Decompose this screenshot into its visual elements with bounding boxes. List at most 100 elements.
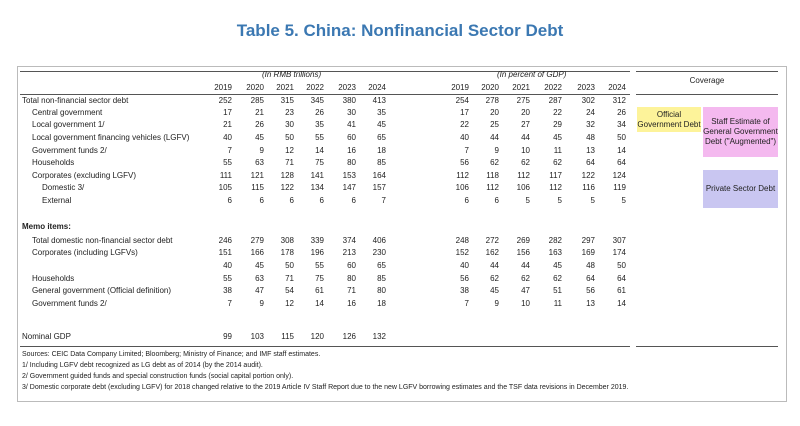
cell-pct: 11 bbox=[553, 146, 562, 155]
cell-pct: 29 bbox=[553, 120, 562, 129]
row-label: Government funds 2/ bbox=[32, 299, 107, 308]
cell-rmb: 85 bbox=[377, 158, 386, 167]
cell-pct: 278 bbox=[485, 96, 499, 105]
cell-pct: 269 bbox=[516, 236, 530, 245]
cell-rmb: 75 bbox=[315, 158, 324, 167]
cell-pct: 275 bbox=[516, 96, 530, 105]
bottom-rule bbox=[20, 346, 630, 347]
cell-rmb: 40 bbox=[223, 133, 232, 142]
cell-pct: 272 bbox=[485, 236, 499, 245]
cell-pct: 163 bbox=[548, 248, 562, 257]
cell-pct: 44 bbox=[490, 133, 499, 142]
title: Table 5. China: Nonfinancial Sector Debt bbox=[236, 21, 564, 40]
cell-rmb: 213 bbox=[342, 248, 356, 257]
cell-rmb: 16 bbox=[347, 146, 356, 155]
cell-pct: 45 bbox=[553, 133, 562, 142]
memo-header: Memo items: bbox=[22, 222, 71, 231]
cell-rmb: 26 bbox=[315, 108, 324, 117]
year-pct: 2020 bbox=[481, 83, 499, 92]
cell-rmb: 17 bbox=[223, 108, 232, 117]
footnote: 2/ Government guided funds and special c… bbox=[22, 373, 294, 380]
row-label: Corporates (including LGFVs) bbox=[32, 248, 138, 257]
cell-rmb: 23 bbox=[285, 108, 294, 117]
cell-rmb: 60 bbox=[347, 133, 356, 142]
cell-rmb: 85 bbox=[377, 274, 386, 283]
cell-rmb: 35 bbox=[315, 120, 324, 129]
cell-rmb: 153 bbox=[342, 171, 356, 180]
cell-pct: 40 bbox=[460, 133, 469, 142]
cell-rmb: 151 bbox=[218, 248, 232, 257]
row-label: General government (Official definition) bbox=[32, 286, 172, 295]
cell-rmb: 14 bbox=[315, 146, 324, 155]
cell-rmb: 6 bbox=[351, 196, 356, 205]
row-label: Total domestic non-financial sector debt bbox=[32, 236, 173, 245]
cell-rmb: 315 bbox=[280, 96, 294, 105]
cell-pct: 62 bbox=[553, 274, 562, 283]
cell-pct: 6 bbox=[494, 196, 499, 205]
cell-rmb: 50 bbox=[285, 133, 294, 142]
cell-rmb: 6 bbox=[319, 196, 324, 205]
cell-rmb: 6 bbox=[259, 196, 264, 205]
cell-rmb: 121 bbox=[250, 171, 264, 180]
year-pct: 2019 bbox=[451, 83, 469, 92]
cell-rmb: 80 bbox=[347, 158, 356, 167]
cell-pct: 106 bbox=[516, 183, 530, 192]
cell-pct: 122 bbox=[581, 171, 595, 180]
cell-rmb: 47 bbox=[255, 286, 264, 295]
cell-rmb: 80 bbox=[377, 286, 386, 295]
cell-pct: 9 bbox=[494, 146, 499, 155]
cell-pct: 297 bbox=[581, 236, 595, 245]
cell-rmb: 7 bbox=[381, 196, 386, 205]
coverage-header-rule bbox=[636, 94, 778, 95]
cell-pct: 20 bbox=[490, 108, 499, 117]
cell-pct: 312 bbox=[612, 96, 626, 105]
row-label: Domestic 3/ bbox=[42, 183, 85, 192]
cell-rmb: 132 bbox=[372, 332, 386, 341]
cell-pct: 50 bbox=[617, 133, 626, 142]
cell-pct: 62 bbox=[553, 158, 562, 167]
cell-pct: 40 bbox=[460, 261, 469, 270]
cell-pct: 9 bbox=[494, 299, 499, 308]
cell-pct: 48 bbox=[586, 261, 595, 270]
cell-rmb: 285 bbox=[250, 96, 264, 105]
cell-rmb: 41 bbox=[347, 120, 356, 129]
cell-rmb: 65 bbox=[377, 261, 386, 270]
cell-pct: 112 bbox=[486, 183, 499, 192]
cell-pct: 20 bbox=[521, 108, 530, 117]
cell-rmb: 45 bbox=[255, 133, 264, 142]
cell-pct: 48 bbox=[586, 133, 595, 142]
row-label: Government funds 2/ bbox=[32, 146, 107, 155]
cell-pct: 5 bbox=[525, 196, 530, 205]
cell-pct: 26 bbox=[617, 108, 626, 117]
cell-rmb: 45 bbox=[377, 120, 386, 129]
cell-pct: 112 bbox=[456, 171, 469, 180]
cell-pct: 254 bbox=[455, 96, 469, 105]
cell-pct: 13 bbox=[586, 146, 595, 155]
cell-pct: 112 bbox=[517, 171, 530, 180]
cell-rmb: 196 bbox=[310, 248, 324, 257]
cell-pct: 287 bbox=[548, 96, 562, 105]
cell-rmb: 21 bbox=[223, 120, 232, 129]
cell-pct: 64 bbox=[617, 158, 626, 167]
cell-pct: 64 bbox=[586, 158, 595, 167]
cell-pct: 7 bbox=[464, 146, 469, 155]
cell-pct: 17 bbox=[460, 108, 469, 117]
cell-pct: 152 bbox=[455, 248, 469, 257]
footnote: Sources: CEIC Data Company Limited; Bloo… bbox=[22, 351, 321, 358]
cell-pct: 62 bbox=[521, 158, 530, 167]
cell-pct: 64 bbox=[586, 274, 595, 283]
year-rmb: 2023 bbox=[338, 83, 356, 92]
cell-pct: 13 bbox=[586, 299, 595, 308]
cell-rmb: 279 bbox=[250, 236, 264, 245]
cell-rmb: 9 bbox=[259, 299, 264, 308]
cell-pct: 56 bbox=[460, 158, 469, 167]
cell-rmb: 166 bbox=[250, 248, 264, 257]
cell-rmb: 6 bbox=[227, 196, 232, 205]
cell-rmb: 345 bbox=[310, 96, 324, 105]
header-rule bbox=[20, 94, 630, 95]
cell-pct: 119 bbox=[613, 183, 626, 192]
cell-pct: 118 bbox=[486, 171, 499, 180]
cell-rmb: 157 bbox=[372, 183, 386, 192]
cell-pct: 248 bbox=[455, 236, 469, 245]
